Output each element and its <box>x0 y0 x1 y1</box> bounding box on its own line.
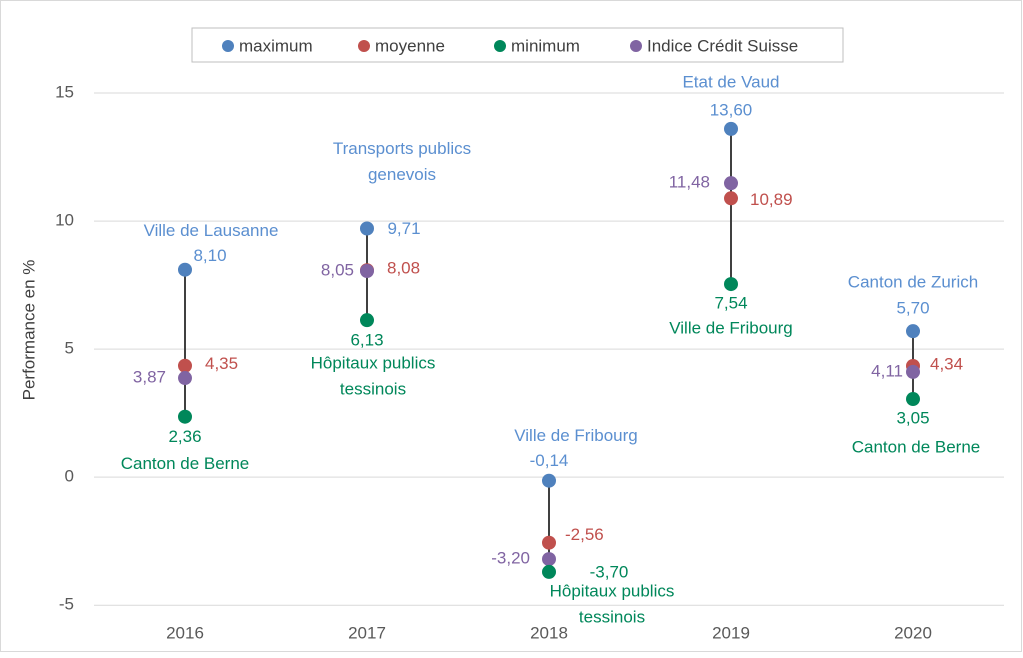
y-tick-label: 5 <box>65 339 74 358</box>
dot <box>724 191 738 206</box>
value-label: 8,05 <box>321 260 354 279</box>
dot <box>542 473 556 488</box>
value-label: 3,87 <box>133 368 166 387</box>
y-tick-label: 0 <box>65 467 74 486</box>
dot <box>178 371 192 386</box>
dot <box>542 552 556 567</box>
value-label: -3,70 <box>590 562 629 581</box>
dot <box>360 264 374 279</box>
x-tick-label: 2018 <box>530 623 568 642</box>
point-name: tessinois <box>579 607 645 626</box>
dot <box>178 262 192 277</box>
value-label: 6,13 <box>350 331 383 350</box>
legend-label: minimum <box>511 36 580 55</box>
value-label: 4,34 <box>930 354 963 373</box>
legend-box <box>191 27 844 63</box>
point-name: Ville de Lausanne <box>144 221 279 240</box>
value-label: 4,11 <box>871 361 903 380</box>
value-label: 2,36 <box>168 427 201 446</box>
value-label: 8,08 <box>387 259 420 278</box>
x-tick-label: 2017 <box>348 623 386 642</box>
value-label: 13,60 <box>710 100 753 119</box>
dot <box>360 313 374 328</box>
dot <box>542 535 556 550</box>
dot <box>360 221 374 236</box>
legend-label: moyenne <box>375 36 445 55</box>
dot <box>724 277 738 292</box>
y-axis-label: Performance en % <box>19 260 38 401</box>
dot <box>542 564 556 579</box>
y-tick-label: 15 <box>55 83 74 102</box>
dot <box>906 392 920 407</box>
point-name: genevois <box>368 165 436 184</box>
value-label: 8,10 <box>193 246 226 265</box>
dot <box>906 324 920 339</box>
value-label: 3,05 <box>896 409 929 428</box>
dot <box>724 176 738 191</box>
value-label: 10,89 <box>750 190 793 209</box>
point-name: tessinois <box>340 380 406 399</box>
point-name: Canton de Berne <box>121 454 250 473</box>
dot <box>906 364 920 379</box>
value-label: -0,14 <box>530 451 569 470</box>
value-label: 4,35 <box>205 354 238 373</box>
legend-label: maximum <box>239 36 313 55</box>
dot <box>178 409 192 424</box>
value-label: 7,54 <box>714 294 747 313</box>
legend-marker <box>358 40 370 52</box>
dot <box>724 121 738 136</box>
value-label: -3,20 <box>491 549 530 568</box>
point-name: Hôpitaux publics <box>311 354 436 373</box>
point-name: Transports publics <box>333 139 471 158</box>
value-label: -2,56 <box>565 525 604 544</box>
legend-label: Indice Crédit Suisse <box>647 36 798 55</box>
point-name: Canton de Zurich <box>848 273 978 292</box>
legend-marker <box>222 40 234 52</box>
point-name: Canton de Berne <box>852 438 981 457</box>
point-name: Hôpitaux publics <box>550 581 675 600</box>
y-tick-label: -5 <box>59 595 74 614</box>
value-label: 9,71 <box>387 219 420 238</box>
legend-marker <box>630 40 642 52</box>
dot <box>178 358 192 373</box>
value-label: 11,48 <box>669 173 710 192</box>
value-label: 5,70 <box>896 299 929 318</box>
x-tick-label: 2019 <box>712 623 750 642</box>
y-tick-label: 10 <box>55 211 74 230</box>
point-name: Etat de Vaud <box>682 72 779 91</box>
x-tick-label: 2020 <box>894 623 932 642</box>
x-tick-label: 2016 <box>166 623 204 642</box>
legend-marker <box>494 40 506 52</box>
point-name: Ville de Fribourg <box>514 426 637 445</box>
point-name: Ville de Fribourg <box>669 319 792 338</box>
